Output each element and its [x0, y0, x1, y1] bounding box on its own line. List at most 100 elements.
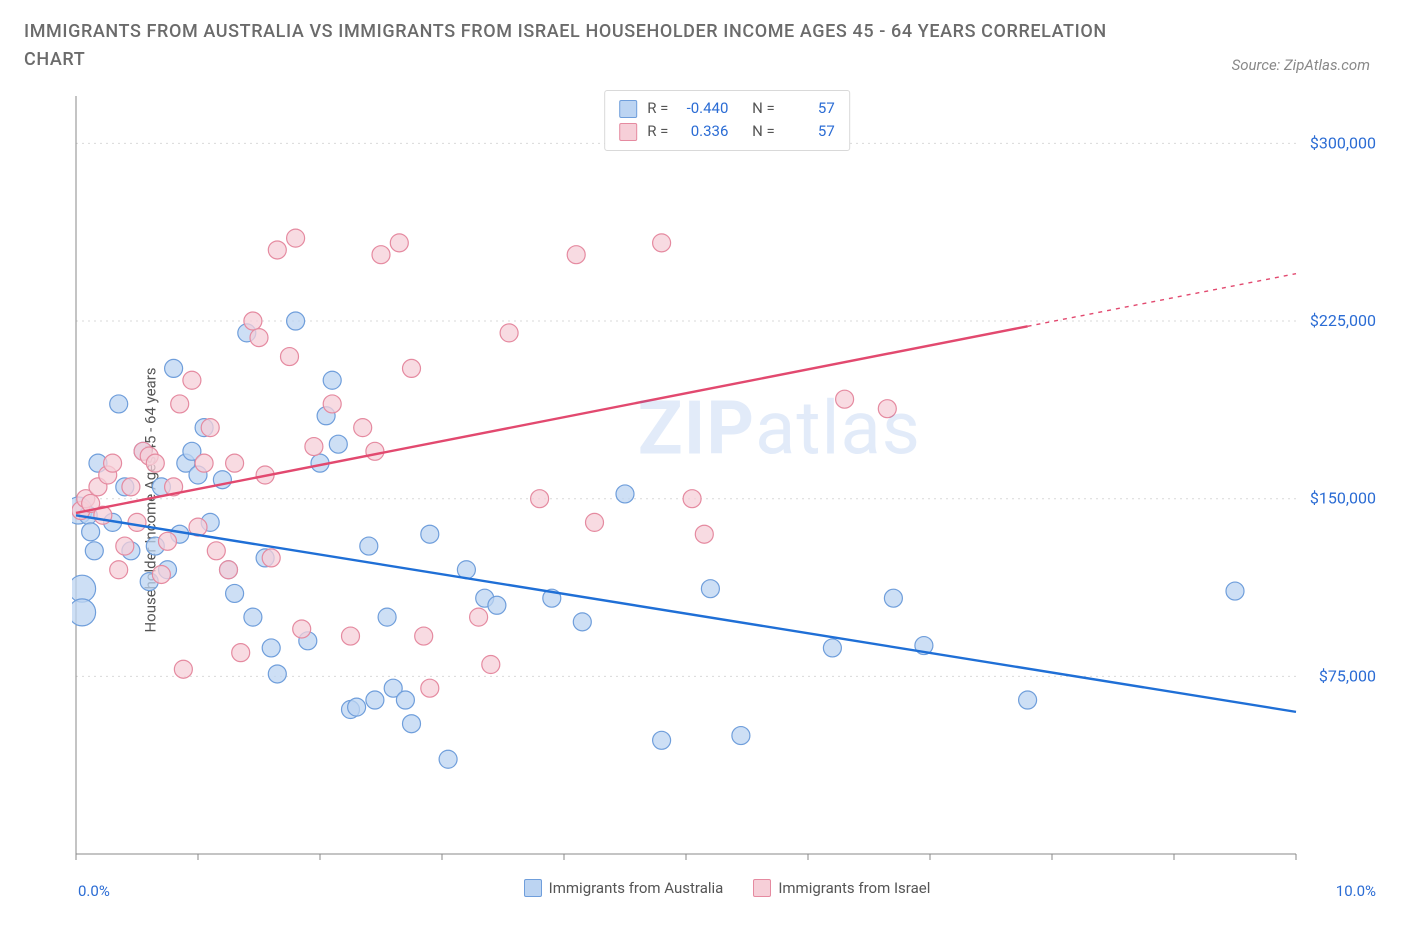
scatter-point: [72, 575, 96, 602]
scatter-point: [421, 525, 439, 543]
scatter-point: [220, 561, 238, 579]
scatter-point: [586, 513, 604, 531]
scatter-point: [732, 727, 750, 745]
scatter-point: [1226, 582, 1244, 600]
scatter-point: [500, 324, 518, 342]
scatter-point: [183, 371, 201, 389]
scatter-point: [683, 490, 701, 508]
scatter-point: [293, 620, 311, 638]
scatter-point: [159, 532, 177, 550]
scatter-point: [878, 400, 896, 418]
scatter-point: [567, 246, 585, 264]
x-axis-min: 0.0%: [78, 882, 110, 900]
svg-text:$225,000: $225,000: [1310, 311, 1376, 330]
scatter-point: [152, 565, 170, 583]
scatter-point: [116, 537, 134, 555]
scatter-point: [244, 312, 262, 330]
scatter-point: [421, 679, 439, 697]
scatter-point: [366, 691, 384, 709]
scatter-point: [171, 395, 189, 413]
scatter-point: [1019, 691, 1037, 709]
scatter-point: [262, 549, 280, 567]
scatter-point: [884, 589, 902, 607]
legend-item: Immigrants from Australia: [524, 879, 724, 897]
scatter-point: [104, 454, 122, 472]
scatter-point: [439, 750, 457, 768]
scatter-point: [329, 435, 347, 453]
scatter-point: [244, 608, 262, 626]
scatter-point: [110, 395, 128, 413]
scatter-point: [165, 359, 183, 377]
chart-title: IMMIGRANTS FROM AUSTRALIA VS IMMIGRANTS …: [24, 18, 1124, 74]
x-axis-max: 10.0%: [1336, 882, 1376, 900]
scatter-point: [653, 731, 671, 749]
scatter-point: [616, 485, 634, 503]
x-axis-legend: 0.0% Immigrants from Australia Immigrant…: [72, 866, 1382, 910]
scatter-point: [250, 329, 268, 347]
scatter-point: [122, 478, 140, 496]
scatter-point: [573, 613, 591, 631]
scatter-point: [195, 454, 213, 472]
scatter-point: [695, 525, 713, 543]
svg-text:$150,000: $150,000: [1310, 489, 1376, 508]
scatter-point: [396, 691, 414, 709]
scatter-point: [354, 419, 372, 437]
scatter-point: [268, 241, 286, 259]
scatter-point: [281, 348, 299, 366]
scatter-point: [403, 715, 421, 733]
scatter-point: [482, 656, 500, 674]
legend-swatch: [753, 879, 771, 897]
scatter-point: [128, 513, 146, 531]
scatter-point: [823, 639, 841, 657]
scatter-point: [342, 627, 360, 645]
scatter-point: [201, 419, 219, 437]
scatter-point: [72, 599, 96, 626]
plot-area: ZIPatlas R = -0.440 N = 57 R = 0.336 N =: [72, 90, 1382, 860]
legend-swatch: [619, 100, 637, 118]
scatter-point: [488, 596, 506, 614]
scatter-point: [653, 234, 671, 252]
svg-text:$75,000: $75,000: [1319, 666, 1376, 685]
scatter-point: [146, 454, 164, 472]
scatter-point: [226, 584, 244, 602]
scatter-point: [531, 490, 549, 508]
scatter-point: [287, 312, 305, 330]
scatter-point: [470, 608, 488, 626]
scatter-point: [348, 698, 366, 716]
scatter-point: [390, 234, 408, 252]
correlation-legend: R = -0.440 N = 57 R = 0.336 N = 57: [604, 90, 850, 151]
scatter-point: [174, 660, 192, 678]
chart-container: IMMIGRANTS FROM AUSTRALIA VS IMMIGRANTS …: [0, 0, 1406, 930]
scatter-point: [372, 246, 390, 264]
scatter-point: [110, 561, 128, 579]
scatter-point: [403, 359, 421, 377]
scatter-point: [232, 644, 250, 662]
legend-swatch: [524, 879, 542, 897]
legend-item: Immigrants from Israel: [753, 879, 930, 897]
legend-swatch: [619, 123, 637, 141]
scatter-point: [836, 390, 854, 408]
scatter-svg: $75,000 $150,000 $225,000 $300,000: [72, 90, 1382, 860]
scatter-point: [82, 523, 100, 541]
plot-wrap: Householder Income Ages 45 - 64 years ZI…: [24, 90, 1382, 910]
svg-text:$300,000: $300,000: [1310, 133, 1376, 152]
scatter-point: [323, 371, 341, 389]
scatter-point: [701, 580, 719, 598]
scatter-point: [323, 395, 341, 413]
trend-line: [76, 326, 1028, 513]
scatter-point: [360, 537, 378, 555]
trend-line-dashed: [1028, 274, 1296, 327]
scatter-point: [287, 229, 305, 247]
scatter-point: [226, 454, 244, 472]
legend-row: R = -0.440 N = 57: [619, 97, 835, 120]
legend-row: R = 0.336 N = 57: [619, 120, 835, 143]
scatter-point: [366, 442, 384, 460]
scatter-point: [262, 639, 280, 657]
scatter-point: [268, 665, 286, 683]
source-attribution: Source: ZipAtlas.com: [1232, 56, 1370, 74]
scatter-point: [305, 438, 323, 456]
scatter-point: [415, 627, 433, 645]
scatter-point: [378, 608, 396, 626]
scatter-point: [85, 542, 103, 560]
scatter-point: [207, 542, 225, 560]
